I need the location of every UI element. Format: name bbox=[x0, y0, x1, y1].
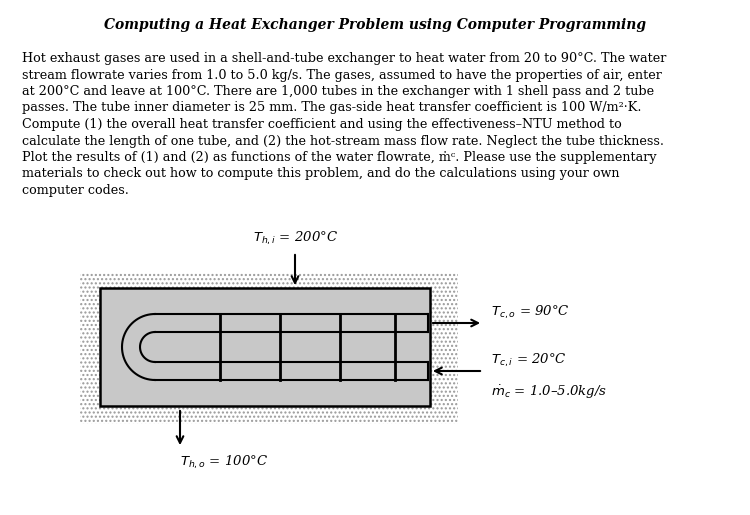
Text: $T_{h,o}$ = 100°C: $T_{h,o}$ = 100°C bbox=[180, 454, 268, 471]
Text: stream flowrate varies from 1.0 to 5.0 kg/s. The gases, assumed to have the prop: stream flowrate varies from 1.0 to 5.0 k… bbox=[22, 68, 662, 81]
Text: computer codes.: computer codes. bbox=[22, 184, 129, 197]
Text: $T_{c,o}$ = 90°C: $T_{c,o}$ = 90°C bbox=[491, 304, 570, 321]
Text: calculate the length of one tube, and (2) the hot-stream mass flow rate. Neglect: calculate the length of one tube, and (2… bbox=[22, 134, 664, 147]
Text: materials to check out how to compute this problem, and do the calculations usin: materials to check out how to compute th… bbox=[22, 167, 620, 180]
Text: Compute (1) the overall heat transfer coefficient and using the effectiveness–NT: Compute (1) the overall heat transfer co… bbox=[22, 118, 622, 131]
Text: $\dot{m}_c$ = 1.0–5.0kg/s: $\dot{m}_c$ = 1.0–5.0kg/s bbox=[491, 383, 607, 401]
Text: passes. The tube inner diameter is 25 mm. The gas-side heat transfer coefficient: passes. The tube inner diameter is 25 mm… bbox=[22, 101, 641, 114]
Text: Plot the results of (1) and (2) as functions of the water flowrate, ṁᶜ. Please u: Plot the results of (1) and (2) as funct… bbox=[22, 151, 657, 164]
Text: at 200°C and leave at 100°C. There are 1,000 tubes in the exchanger with 1 shell: at 200°C and leave at 100°C. There are 1… bbox=[22, 85, 654, 98]
Text: $T_{h,i}$ = 200°C: $T_{h,i}$ = 200°C bbox=[253, 230, 338, 247]
Bar bbox=[100, 288, 430, 406]
Text: $T_{c,i}$ = 20°C: $T_{c,i}$ = 20°C bbox=[491, 352, 567, 369]
Text: Hot exhaust gases are used in a shell-and-tube exchanger to heat water from 20 t: Hot exhaust gases are used in a shell-an… bbox=[22, 52, 666, 65]
Bar bbox=[80, 272, 458, 424]
Text: Computing a Heat Exchanger Problem using Computer Programming: Computing a Heat Exchanger Problem using… bbox=[104, 18, 646, 32]
